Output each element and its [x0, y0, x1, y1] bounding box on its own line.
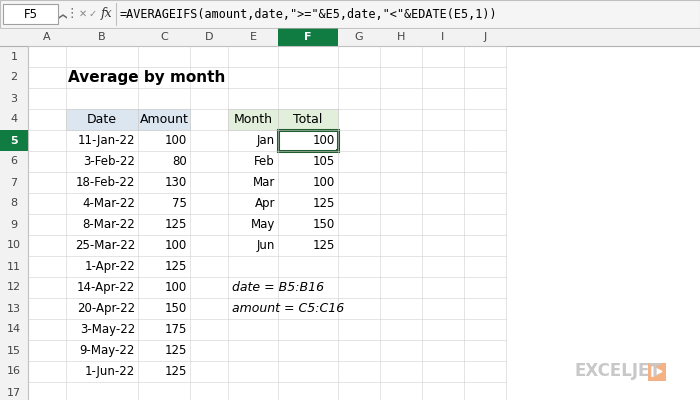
Text: Apr: Apr [255, 197, 275, 210]
Text: fx: fx [102, 8, 113, 20]
Text: Amount: Amount [139, 113, 188, 126]
Text: 125: 125 [164, 218, 187, 231]
Text: EXCELJET: EXCELJET [575, 362, 661, 380]
Bar [278, 109, 338, 130]
Text: 130: 130 [164, 176, 187, 189]
Text: 125: 125 [164, 260, 187, 273]
Text: I: I [442, 32, 444, 42]
Text: 13: 13 [7, 304, 21, 314]
Text: 105: 105 [313, 155, 335, 168]
Text: ❯: ❯ [57, 10, 66, 18]
Text: F5: F5 [24, 8, 38, 20]
Text: 125: 125 [164, 365, 187, 378]
Text: 100: 100 [313, 134, 335, 147]
Bar [138, 109, 190, 130]
Polygon shape [652, 366, 662, 376]
Text: 8-Mar-22: 8-Mar-22 [83, 218, 135, 231]
Text: 25-Mar-22: 25-Mar-22 [75, 239, 135, 252]
Text: B: B [98, 32, 106, 42]
Text: D: D [204, 32, 214, 42]
Text: Month: Month [234, 113, 272, 126]
Text: Mar: Mar [253, 176, 275, 189]
Text: 18-Feb-22: 18-Feb-22 [76, 176, 135, 189]
Text: 16: 16 [7, 366, 21, 376]
Text: H: H [397, 32, 405, 42]
Text: 100: 100 [164, 239, 187, 252]
Bar [278, 28, 338, 46]
Text: 12: 12 [7, 282, 21, 292]
Text: 6: 6 [10, 156, 18, 166]
Text: 4: 4 [10, 114, 18, 124]
Bar [335, 148, 340, 152]
Text: 11-Jan-22: 11-Jan-22 [78, 134, 135, 147]
Text: 100: 100 [313, 176, 335, 189]
Text: 14: 14 [7, 324, 21, 334]
Text: Jan: Jan [257, 134, 275, 147]
Text: 17: 17 [7, 388, 21, 398]
Text: A: A [43, 32, 51, 42]
Text: 125: 125 [313, 239, 335, 252]
Text: 4-Mar-22: 4-Mar-22 [82, 197, 135, 210]
Text: 15: 15 [7, 346, 21, 356]
Text: C: C [160, 32, 168, 42]
Text: 5: 5 [10, 136, 18, 146]
Text: 7: 7 [10, 178, 18, 188]
Bar [0, 130, 28, 151]
Text: G: G [355, 32, 363, 42]
Text: 150: 150 [313, 218, 335, 231]
Text: Jun: Jun [257, 239, 275, 252]
Bar [278, 130, 338, 151]
Text: 80: 80 [172, 155, 187, 168]
Text: 125: 125 [164, 344, 187, 357]
Text: 10: 10 [7, 240, 21, 250]
Text: 20-Apr-22: 20-Apr-22 [77, 302, 135, 315]
Text: 9-May-22: 9-May-22 [80, 344, 135, 357]
Text: 1-Apr-22: 1-Apr-22 [84, 260, 135, 273]
Text: Total: Total [293, 113, 323, 126]
Text: F: F [304, 32, 312, 42]
Text: 3-Feb-22: 3-Feb-22 [83, 155, 135, 168]
Text: J: J [484, 32, 486, 42]
Text: ⋮: ⋮ [66, 8, 78, 20]
Text: 1-Jun-22: 1-Jun-22 [85, 365, 135, 378]
Text: 11: 11 [7, 262, 21, 272]
Bar [0, 28, 700, 46]
Text: ✓: ✓ [89, 9, 97, 19]
Text: 14-Apr-22: 14-Apr-22 [77, 281, 135, 294]
Bar [0, 46, 28, 400]
Text: 1: 1 [10, 52, 18, 62]
Text: 9: 9 [10, 220, 18, 230]
Text: Date: Date [87, 113, 117, 126]
Text: Average by month: Average by month [68, 70, 225, 85]
Text: 100: 100 [164, 134, 187, 147]
Bar [0, 0, 700, 28]
Text: ✕: ✕ [79, 9, 87, 19]
Text: 150: 150 [164, 302, 187, 315]
Text: Feb: Feb [254, 155, 275, 168]
Bar [648, 362, 666, 380]
Text: 8: 8 [10, 198, 18, 208]
Text: =AVERAGEIFS(amount,date,">="&E5,date,"<"&EDATE(E5,1)): =AVERAGEIFS(amount,date,">="&E5,date,"<"… [120, 8, 498, 20]
Text: 3-May-22: 3-May-22 [80, 323, 135, 336]
Text: 75: 75 [172, 197, 187, 210]
Text: amount = C5:C16: amount = C5:C16 [232, 302, 344, 315]
Text: May: May [251, 218, 275, 231]
Text: 3: 3 [10, 94, 18, 104]
Text: date = B5:B16: date = B5:B16 [232, 281, 324, 294]
Text: 100: 100 [164, 281, 187, 294]
Bar [66, 109, 138, 130]
Bar [3, 4, 58, 24]
Text: 175: 175 [164, 323, 187, 336]
Text: 2: 2 [10, 72, 18, 82]
Text: 125: 125 [313, 197, 335, 210]
Bar [228, 109, 278, 130]
Text: E: E [249, 32, 256, 42]
